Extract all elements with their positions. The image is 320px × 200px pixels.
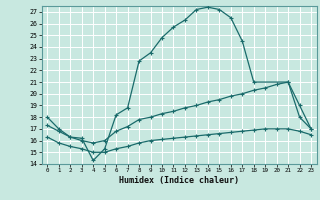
X-axis label: Humidex (Indice chaleur): Humidex (Indice chaleur): [119, 176, 239, 185]
